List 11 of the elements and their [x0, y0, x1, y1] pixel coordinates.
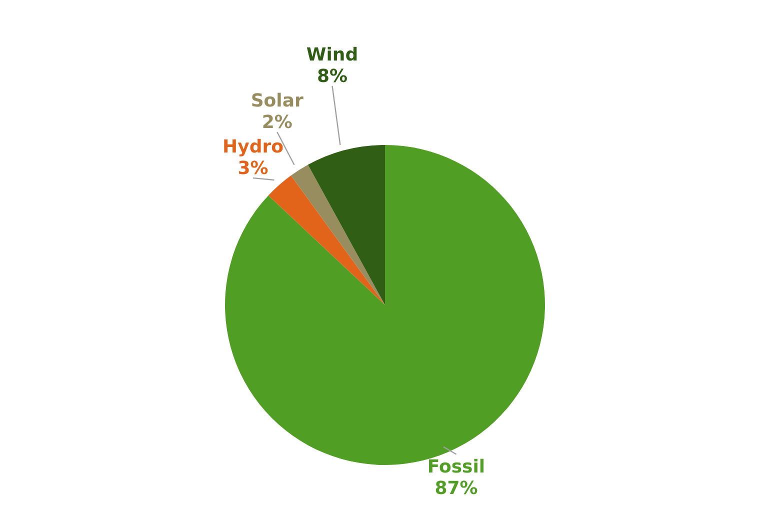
pie-slice: [268, 176, 385, 305]
data-label: 3%: [238, 158, 268, 179]
slice-label: Solar: [250, 90, 304, 112]
slice-label: Fossil: [427, 456, 486, 478]
pie-slice: [290, 164, 385, 305]
data-label: 2%: [262, 112, 292, 133]
data-label: 8%: [316, 66, 348, 87]
data-label: 87%: [434, 478, 478, 500]
slice-label: Hydro: [222, 136, 284, 158]
slice-label: Wind: [306, 44, 358, 66]
pie-slice: [308, 145, 385, 305]
